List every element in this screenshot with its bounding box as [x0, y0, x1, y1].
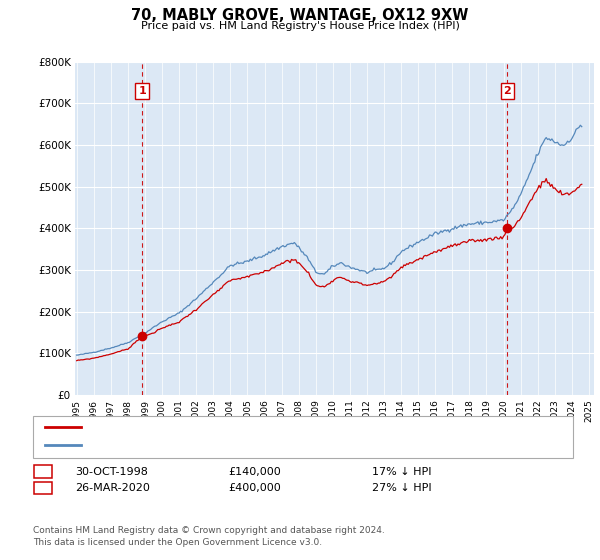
Text: 2: 2	[503, 86, 511, 96]
Text: 2: 2	[40, 483, 47, 493]
Text: HPI: Average price, detached house, Vale of White Horse: HPI: Average price, detached house, Vale…	[87, 440, 383, 450]
Text: 70, MABLY GROVE, WANTAGE, OX12 9XW (detached house): 70, MABLY GROVE, WANTAGE, OX12 9XW (deta…	[87, 422, 396, 432]
Text: This data is licensed under the Open Government Licence v3.0.: This data is licensed under the Open Gov…	[33, 538, 322, 547]
Text: 30-OCT-1998: 30-OCT-1998	[75, 466, 148, 477]
Text: £400,000: £400,000	[228, 483, 281, 493]
Text: 17% ↓ HPI: 17% ↓ HPI	[372, 466, 431, 477]
Text: 1: 1	[40, 466, 47, 477]
Text: £140,000: £140,000	[228, 466, 281, 477]
Text: Price paid vs. HM Land Registry's House Price Index (HPI): Price paid vs. HM Land Registry's House …	[140, 21, 460, 31]
Text: 27% ↓ HPI: 27% ↓ HPI	[372, 483, 431, 493]
Text: 1: 1	[138, 86, 146, 96]
Text: Contains HM Land Registry data © Crown copyright and database right 2024.: Contains HM Land Registry data © Crown c…	[33, 526, 385, 535]
Text: 70, MABLY GROVE, WANTAGE, OX12 9XW: 70, MABLY GROVE, WANTAGE, OX12 9XW	[131, 8, 469, 24]
Text: 26-MAR-2020: 26-MAR-2020	[75, 483, 150, 493]
